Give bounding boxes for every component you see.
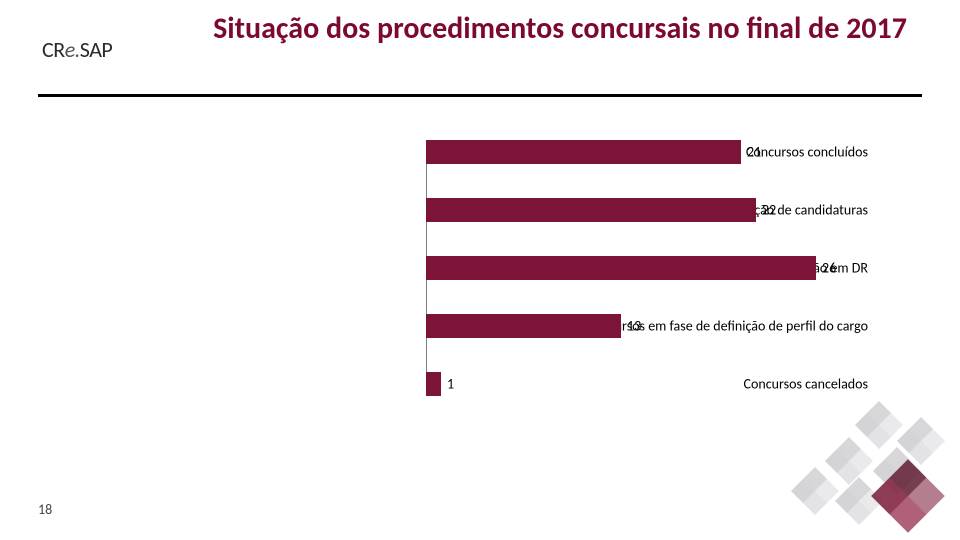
chart-bar — [426, 372, 441, 396]
slide-root: CRe.SAP Situação dos procedimentos concu… — [0, 0, 960, 540]
chart-category-label: Concursos cancelados — [506, 376, 876, 393]
brand-logo: CRe.SAP — [42, 36, 112, 63]
chart-row: Concursos concluídos21 — [56, 140, 876, 164]
chart-value-label: 13 — [627, 318, 641, 335]
chart-bar — [426, 140, 741, 164]
chart-value-label: 22 — [762, 202, 776, 219]
logo-letter: SAP — [80, 36, 113, 63]
logo-letter: e. — [65, 36, 80, 63]
chart-bar — [426, 198, 756, 222]
title-divider — [38, 94, 922, 97]
chart-row: Concursos enviados para publicação em DR… — [56, 256, 876, 280]
chart-value-label: 1 — [447, 376, 454, 393]
page-number: 18 — [38, 501, 52, 518]
chart-value-label: 21 — [747, 144, 761, 161]
chart-value-label: 26 — [822, 260, 836, 277]
cube-icon — [825, 437, 873, 485]
cube-icon — [855, 401, 903, 449]
logo-letter: R — [53, 36, 64, 63]
chart-bar — [426, 256, 816, 280]
cube-icon — [791, 467, 839, 515]
logo-letter: C — [42, 36, 53, 63]
corner-cubes-decoration — [742, 404, 952, 534]
chart-row: Concursos em fase de avaliação de candid… — [56, 198, 876, 222]
chart-row: Concursos cancelados 1 — [56, 372, 876, 396]
chart-row: Concursos em fase de definição de perfil… — [56, 314, 876, 338]
page-title: Situação dos procedimentos concursais no… — [200, 12, 920, 46]
chart-bar — [426, 314, 621, 338]
